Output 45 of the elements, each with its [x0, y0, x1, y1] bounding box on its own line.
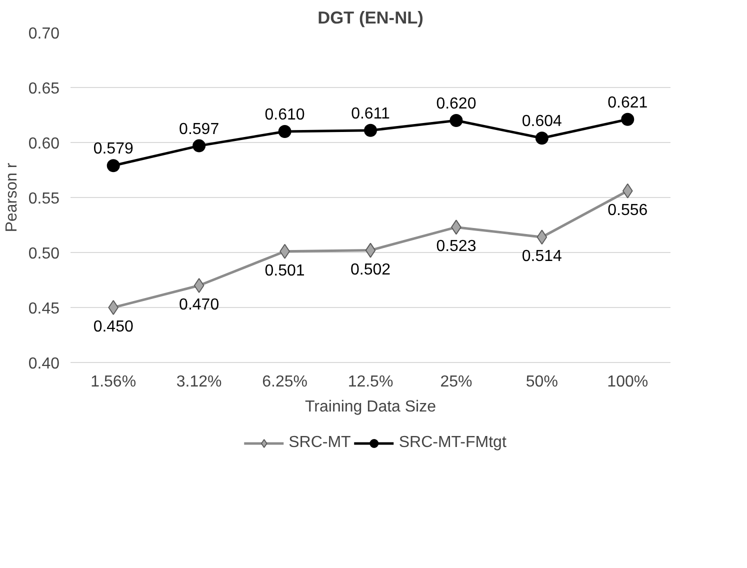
point	[450, 114, 463, 127]
point	[106, 159, 120, 172]
data-label: 0.597	[179, 120, 220, 138]
legend-label: SRC-MT-FMtgt	[398, 434, 506, 452]
y-tick-label: 0.45	[28, 300, 60, 318]
data-label: 0.604	[522, 113, 562, 130]
point	[621, 112, 634, 126]
data-label: 0.501	[264, 262, 305, 280]
point	[364, 124, 377, 137]
x-tick-label: 50%	[526, 374, 558, 390]
y-tick-label: 0.70	[28, 26, 60, 42]
data-label: 0.514	[522, 248, 562, 266]
point	[365, 242, 376, 258]
point	[278, 125, 292, 138]
x-tick-label: 6.25%	[262, 374, 308, 390]
y-tick-label: 0.55	[28, 190, 60, 208]
point	[536, 230, 548, 245]
x-tick-label: 100%	[607, 374, 648, 390]
point	[535, 132, 548, 145]
x-tick-label: 3.12%	[176, 374, 222, 390]
point	[108, 300, 119, 315]
point	[192, 139, 206, 152]
data-label: 0.470	[179, 296, 220, 314]
data-label: 0.610	[264, 106, 305, 124]
point	[194, 278, 204, 293]
point	[622, 183, 633, 198]
data-label: 0.556	[608, 202, 648, 219]
data-label: 0.611	[351, 105, 390, 122]
x-axis-title: Training Data Size	[304, 398, 436, 416]
chart-title: DGT (EN-NL)	[318, 8, 424, 28]
y-tick-label: 0.60	[28, 136, 60, 152]
y-tick-label: 0.40	[28, 356, 60, 372]
data-label: 0.620	[436, 96, 476, 112]
y-tick-label: 0.65	[28, 80, 60, 98]
x-tick-label: 25%	[440, 374, 472, 390]
x-tick-label: 12.5%	[348, 374, 394, 390]
y-tick-label: 0.50	[28, 246, 60, 262]
data-label: 0.579	[93, 140, 134, 158]
legend-label: SRC-MT	[288, 434, 351, 452]
data-label: 0.450	[93, 318, 134, 336]
y-axis-title: Pearson r	[3, 162, 20, 232]
data-label: 0.502	[350, 261, 391, 278]
data-label: 0.621	[608, 94, 648, 112]
x-tick-label: 1.56%	[90, 374, 136, 390]
data-label: 0.523	[436, 238, 476, 256]
